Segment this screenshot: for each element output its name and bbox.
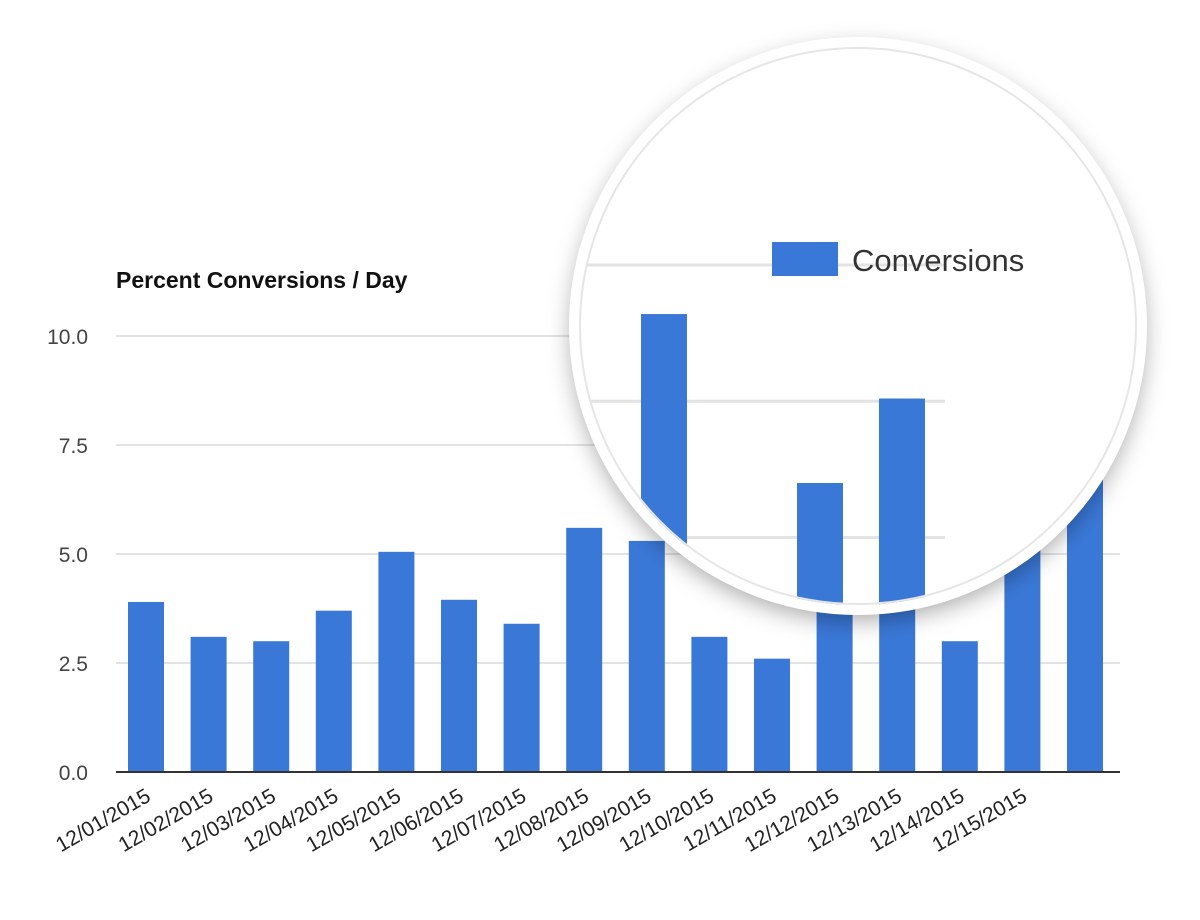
legend-label: Conversions: [852, 243, 1024, 278]
magnified-bar: [879, 398, 925, 608]
bar: [941, 641, 978, 772]
legend-swatch: [772, 242, 838, 276]
chart-title: Percent Conversions / Day: [116, 267, 408, 293]
bar: [754, 658, 790, 772]
bar: [566, 527, 603, 772]
bar: [378, 551, 415, 772]
bar: [128, 601, 164, 772]
magnifier-glare: [576, 44, 1140, 330]
y-tick-label: 7.5: [59, 435, 88, 458]
y-tick-label: 0.0: [59, 762, 88, 785]
bar: [315, 610, 352, 772]
bar: [816, 593, 853, 772]
bar: [441, 599, 477, 772]
y-tick-label: 5.0: [59, 544, 88, 567]
bar: [691, 636, 728, 772]
bar: [503, 623, 540, 772]
bar: [879, 582, 916, 772]
magnifier-lens: Conversions: [569, 37, 1147, 615]
magnifier-inner-edge: [579, 47, 1137, 605]
magnified-bar: [797, 483, 843, 608]
y-tick-label: 10.0: [47, 326, 88, 349]
bar: [253, 641, 290, 772]
x-axis-labels: 12/01/201512/02/201512/03/201512/04/2015…: [52, 784, 1031, 856]
bar: [1067, 475, 1103, 772]
y-tick-label: 2.5: [59, 653, 88, 676]
bar: [190, 636, 227, 772]
legend: Conversions: [772, 242, 1024, 278]
y-axis-ticks: 0.0 2.5 5.0 7.5 10.0: [47, 326, 88, 785]
bars: [128, 475, 1103, 772]
magnifier-rim: [569, 37, 1147, 615]
bar: [628, 540, 665, 772]
